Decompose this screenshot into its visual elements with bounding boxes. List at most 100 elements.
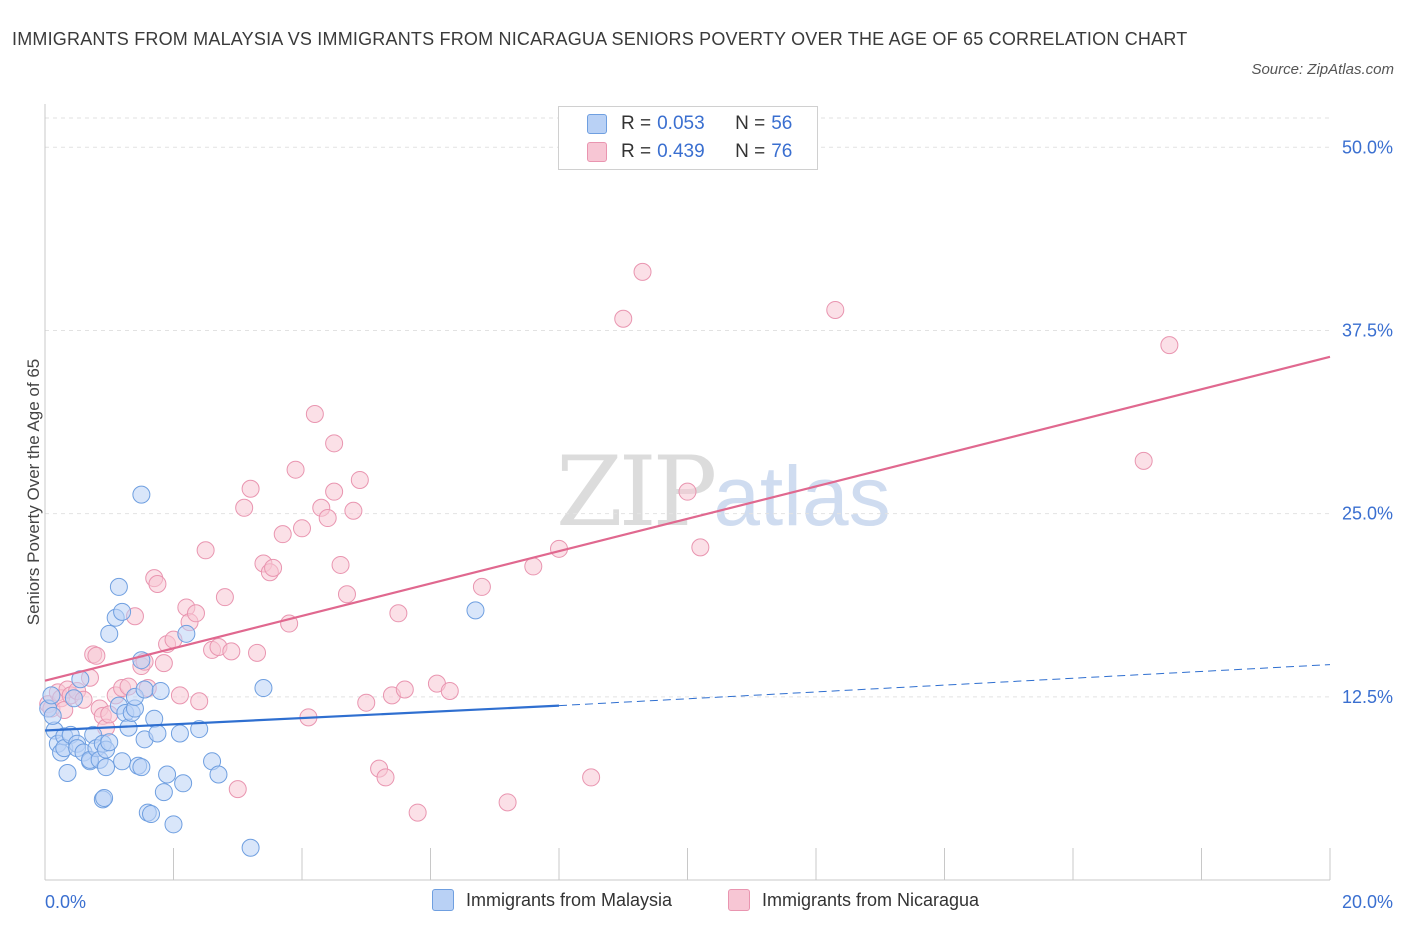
data-point-malaysia [113, 752, 132, 771]
data-point-nicaragua [264, 558, 283, 577]
data-point-nicaragua [148, 574, 167, 593]
axes [44, 104, 1331, 881]
data-point-malaysia [95, 788, 114, 807]
legend-r-value-malaysia: 0.053 [657, 113, 705, 134]
data-point-nicaragua [344, 501, 363, 520]
data-point-malaysia [109, 577, 128, 596]
trend-lines [44, 355, 1331, 732]
source-label: Source: ZipAtlas.com [1251, 61, 1394, 78]
data-point-malaysia [151, 681, 170, 700]
legend-label-nicaragua: Immigrants from Nicaragua [762, 889, 980, 910]
y-tick-label: 50.0% [1342, 137, 1393, 157]
watermark: ZIPatlas [556, 436, 891, 548]
data-point-nicaragua [154, 654, 173, 673]
data-point-nicaragua [241, 479, 260, 498]
data-point-nicaragua [305, 405, 324, 424]
data-point-malaysia [42, 686, 61, 705]
y-tick-label: 25.0% [1342, 504, 1393, 524]
legend-item-malaysia[interactable]: Immigrants from Malaysia [432, 889, 672, 911]
data-point-nicaragua [196, 541, 215, 560]
data-point-malaysia [97, 758, 116, 777]
legend-r-label-malaysia: R = [621, 113, 652, 134]
data-point-nicaragua [190, 692, 209, 711]
data-point-malaysia [170, 724, 189, 743]
x-tick-label-max: 20.0% [1342, 892, 1393, 912]
legend-r-label-nicaragua: R = [621, 141, 652, 162]
data-point-nicaragua [440, 681, 459, 700]
legend-n-label-nicaragua: N = [735, 141, 766, 162]
data-point-malaysia [113, 602, 132, 621]
data-point-nicaragua [678, 482, 697, 501]
data-point-nicaragua [215, 588, 234, 607]
legend-swatch-malaysia-bottom [432, 889, 454, 911]
data-point-malaysia [241, 838, 260, 857]
data-point-malaysia [190, 720, 209, 739]
data-point-nicaragua [325, 434, 344, 453]
data-point-malaysia [58, 764, 77, 783]
data-point-malaysia [154, 783, 173, 802]
data-point-nicaragua [337, 585, 356, 604]
data-point-nicaragua [614, 309, 633, 328]
data-point-malaysia [254, 679, 273, 698]
legend-label-malaysia: Immigrants from Malaysia [466, 889, 673, 910]
data-point-nicaragua [389, 604, 408, 623]
data-point-malaysia [158, 765, 177, 784]
legend-row-nicaragua: R = 0.439 N = 76 [587, 140, 792, 164]
legend-n-value-malaysia: 56 [771, 113, 793, 134]
data-point-malaysia [132, 485, 151, 504]
trend-line-nicaragua [44, 355, 1331, 682]
data-point-nicaragua [395, 680, 414, 699]
data-point-nicaragua [325, 482, 344, 501]
data-point-malaysia [142, 805, 161, 824]
data-point-malaysia [64, 689, 83, 708]
data-point-nicaragua [691, 538, 710, 557]
data-point-nicaragua [376, 768, 395, 787]
data-point-nicaragua [633, 262, 652, 281]
watermark-atlas: atlas [713, 449, 891, 543]
data-point-nicaragua [524, 557, 543, 576]
data-point-nicaragua [248, 643, 267, 662]
data-point-nicaragua [235, 498, 254, 517]
trend-line-malaysia [44, 704, 560, 732]
nicaragua-points [39, 262, 1179, 822]
trend-line-malaysia-extension [558, 664, 1331, 707]
data-point-nicaragua [228, 780, 247, 799]
data-point-nicaragua [1160, 336, 1179, 355]
data-point-nicaragua [286, 460, 305, 479]
data-point-nicaragua [1134, 451, 1153, 470]
data-point-malaysia [100, 733, 119, 752]
data-point-malaysia [164, 815, 183, 834]
data-point-nicaragua [582, 768, 601, 787]
x-tick-label-min: 0.0% [45, 892, 86, 912]
data-point-nicaragua [170, 686, 189, 705]
y-tick-label: 37.5% [1342, 320, 1393, 340]
data-point-nicaragua [350, 470, 369, 489]
data-point-nicaragua [498, 793, 517, 812]
data-point-nicaragua [357, 693, 376, 712]
data-point-malaysia [209, 765, 228, 784]
legend-swatch-malaysia [587, 114, 607, 134]
data-point-nicaragua [408, 803, 427, 822]
data-point-nicaragua [293, 519, 311, 538]
data-point-malaysia [466, 601, 485, 620]
stats-legend: R = 0.053 N = 56 R = 0.439 N = 76 [558, 106, 818, 170]
data-point-malaysia [100, 624, 119, 643]
series-legend: Immigrants from Malaysia Immigrants from… [0, 889, 1406, 915]
legend-n-value-nicaragua: 76 [771, 141, 793, 162]
data-point-malaysia [148, 724, 167, 743]
data-point-nicaragua [186, 604, 205, 623]
legend-r-value-nicaragua: 0.439 [657, 141, 705, 162]
y-tick-label: 12.5% [1342, 687, 1393, 707]
data-point-malaysia [43, 706, 62, 725]
grid-lines [45, 117, 1330, 698]
legend-row-malaysia: R = 0.053 N = 56 [587, 112, 792, 136]
data-point-nicaragua [826, 300, 845, 319]
data-point-malaysia [135, 680, 154, 699]
data-point-nicaragua [318, 509, 337, 528]
legend-item-nicaragua[interactable]: Immigrants from Nicaragua [728, 889, 979, 911]
data-point-nicaragua [472, 577, 491, 596]
data-point-nicaragua [273, 525, 292, 544]
data-point-nicaragua [87, 646, 106, 665]
legend-swatch-nicaragua [587, 142, 607, 162]
